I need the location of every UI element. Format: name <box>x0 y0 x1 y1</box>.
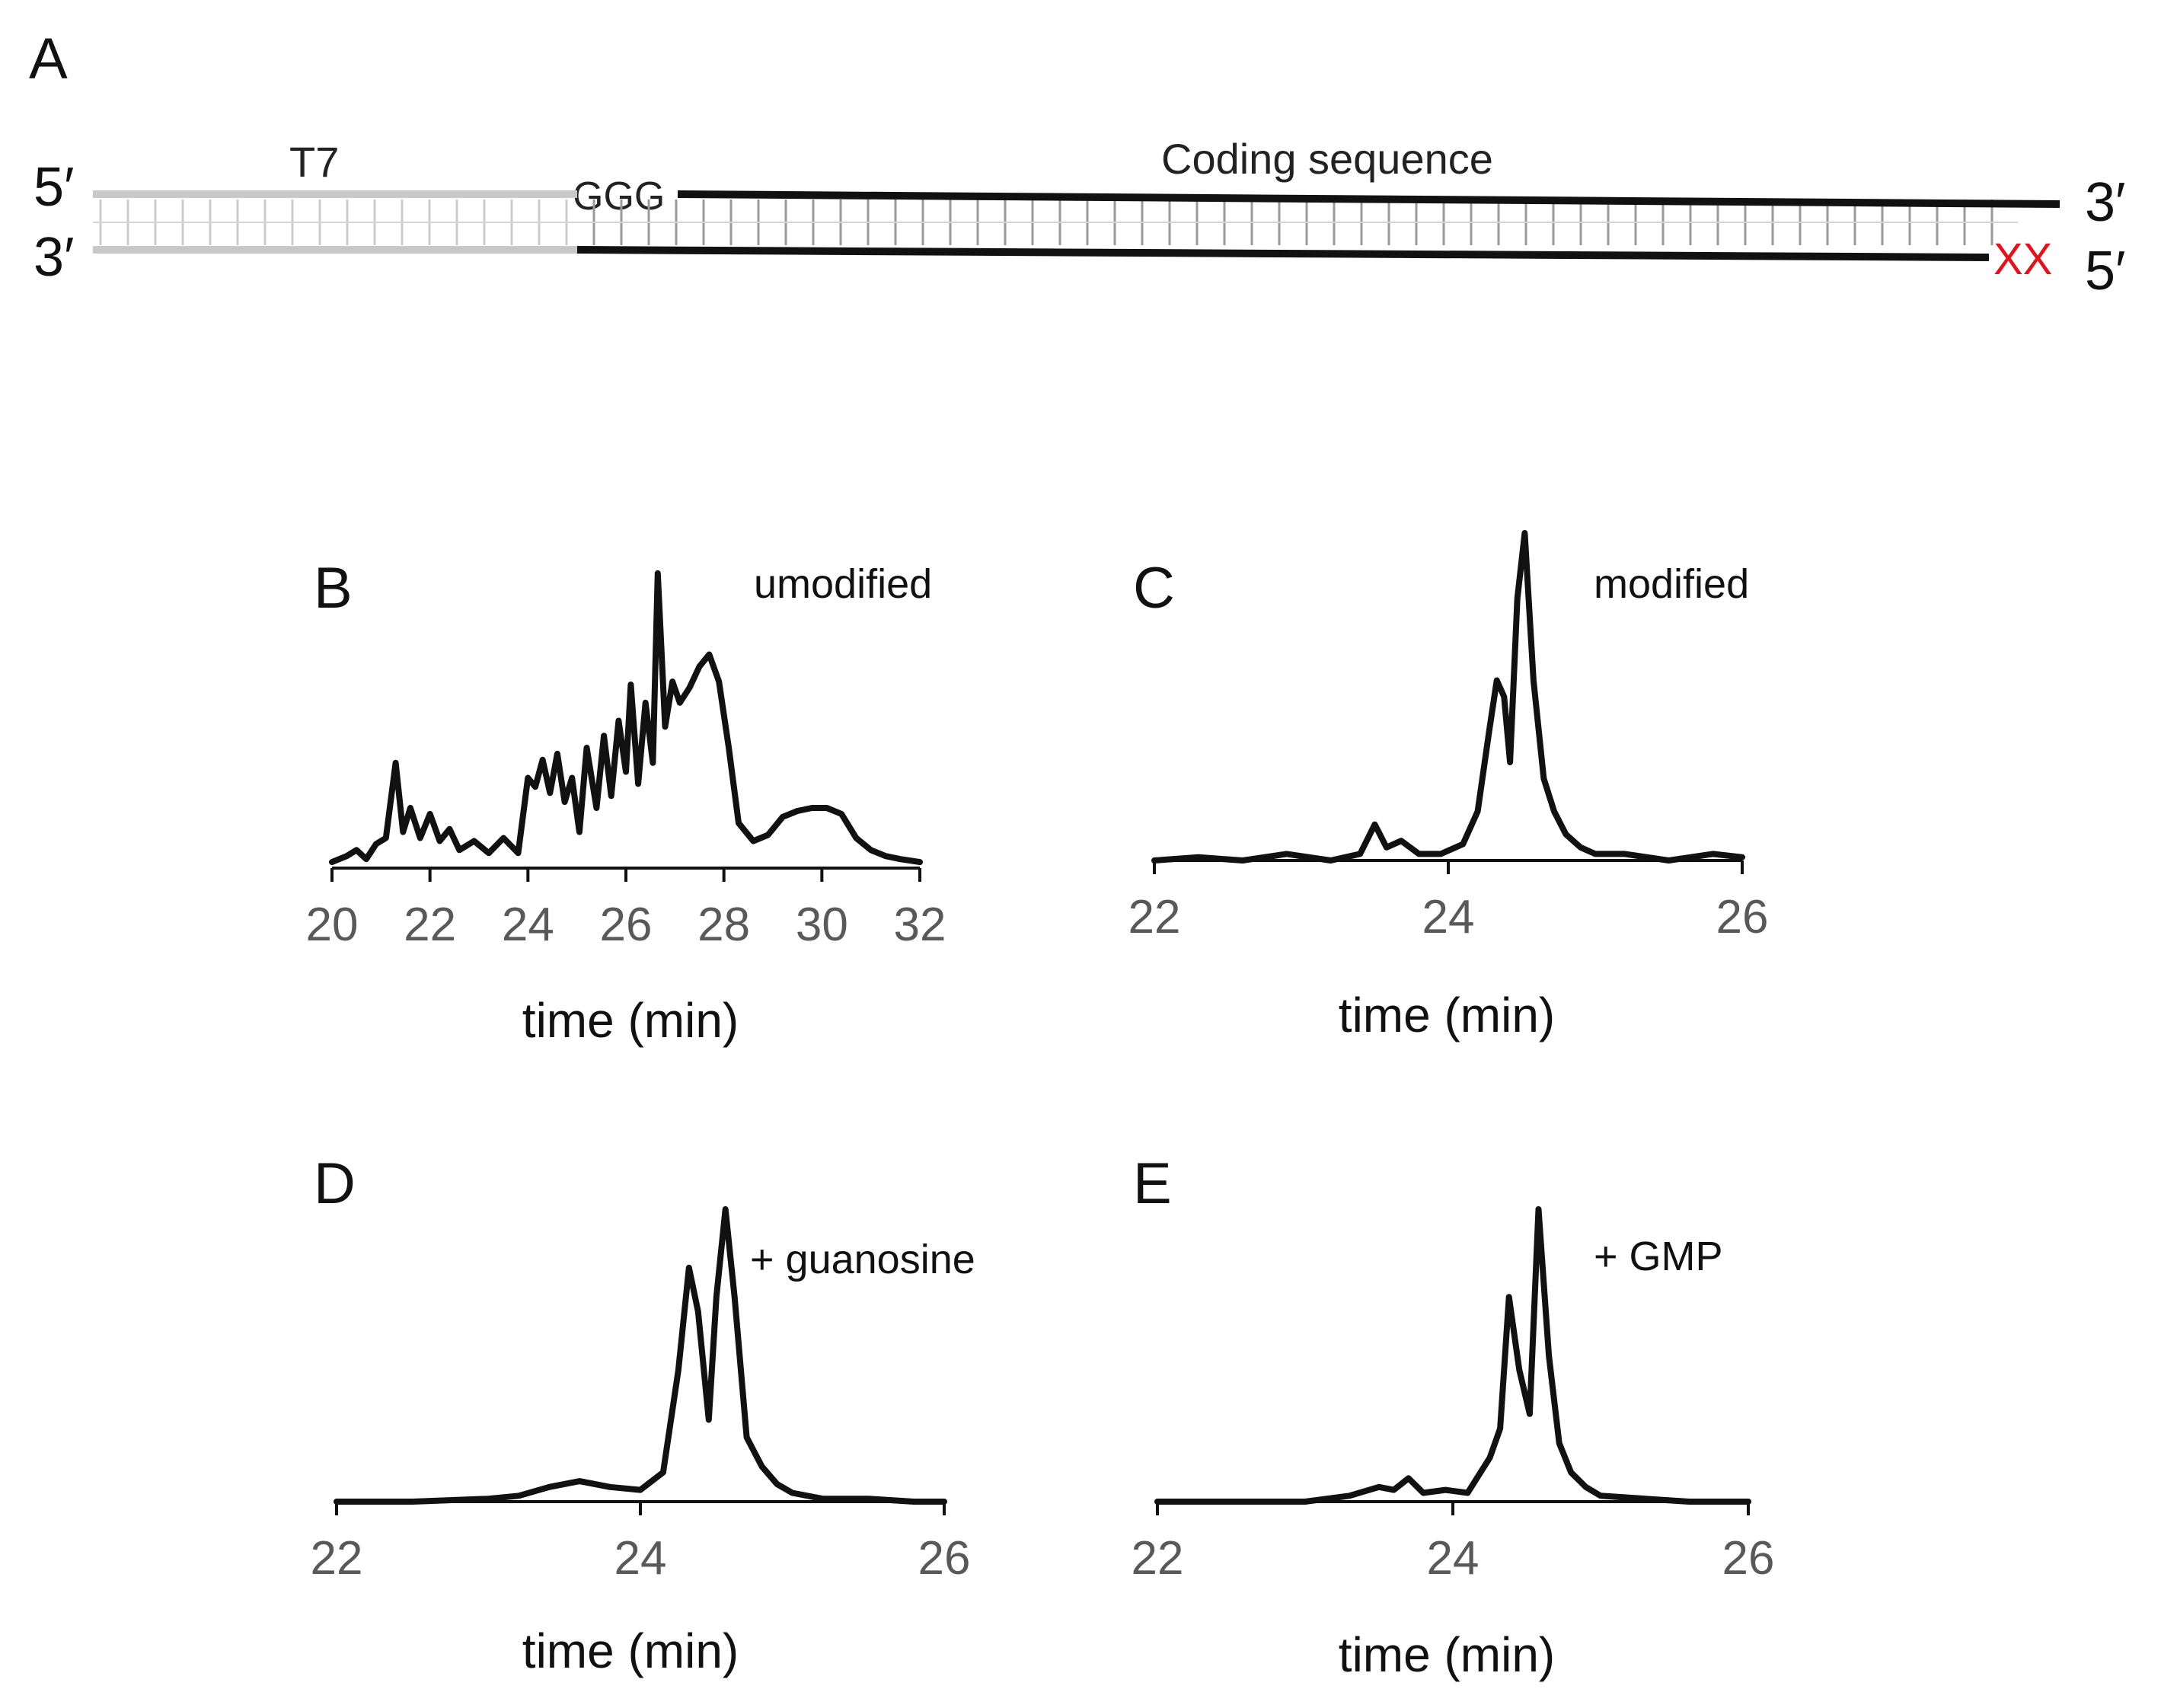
t7-promoter-label: T7 <box>289 138 339 186</box>
chart-panel-b: B umodified time (min) 20 22 24 26 28 30 32 <box>306 556 946 1048</box>
panel-e-x-tick-label: 26 <box>1722 1532 1775 1585</box>
modification-mark: XX <box>1993 235 2052 284</box>
panel-d-chromatogram-trace <box>334 1206 947 1505</box>
panel-d-annotation: + guanosine <box>750 1237 975 1282</box>
chart-panel-c: C modified time (min) 22 24 26 <box>1128 530 1769 1042</box>
top-strand-5-prime-label: 5′ <box>34 157 75 218</box>
panel-b-x-axis-title: time (min) <box>522 993 739 1048</box>
coding-sequence-label: Coding sequence <box>1161 135 1493 183</box>
panel-b-x-tick-label: 26 <box>600 899 653 951</box>
panel-b-annotation: umodified <box>754 561 932 607</box>
panel-b-x-tick-label: 32 <box>894 899 946 951</box>
panel-e-x-tick-label: 24 <box>1427 1532 1480 1585</box>
panel-d-x-tick-label: 26 <box>918 1532 971 1585</box>
bottom-strand-coding <box>576 246 1990 261</box>
panel-b-x-tick-label: 28 <box>697 899 750 951</box>
chart-panel-e: E + GMP time (min) 22 24 26 <box>1132 1151 1775 1682</box>
diagram-panel: A 5′ 3′ 3′ 5′ T7 Coding sequence GGG XX <box>29 27 2126 302</box>
panel-label-e: E <box>1133 1151 1172 1216</box>
panel-b-x-tick-label: 24 <box>502 899 554 951</box>
panel-d-x-tick-label: 22 <box>311 1532 363 1585</box>
bottom-strand-3-prime-label: 3′ <box>34 227 75 288</box>
panel-c-x-tick-label: 24 <box>1422 891 1475 943</box>
panel-label-c: C <box>1133 556 1175 621</box>
panel-d-x-axis-title: time (min) <box>522 1623 739 1678</box>
panel-b-x-tick-label: 30 <box>796 899 848 951</box>
panel-label-a: A <box>29 27 68 91</box>
base-pair-ladder <box>93 200 2018 245</box>
panel-c-x-tick-label: 26 <box>1716 891 1769 943</box>
panel-e-chromatogram-trace <box>1154 1206 1751 1505</box>
panel-e-x-tick-label: 22 <box>1132 1532 1184 1585</box>
ggg-start-label: GGG <box>573 174 665 219</box>
chart-panel-d: D + guanosine time (min) 22 24 26 <box>311 1151 975 1678</box>
panel-label-d: D <box>314 1151 356 1216</box>
panel-b-chromatogram-trace <box>329 570 923 866</box>
panel-label-b: B <box>314 556 353 621</box>
panel-b-x-tick-label: 22 <box>404 899 456 951</box>
panel-d-x-tick-label: 24 <box>614 1532 667 1585</box>
panel-b-x-tick-label: 20 <box>306 899 359 951</box>
top-strand-coding <box>677 190 2060 208</box>
panel-c-x-axis-title: time (min) <box>1339 988 1555 1042</box>
panel-e-x-axis-title: time (min) <box>1339 1627 1555 1682</box>
panel-c-x-tick-label: 22 <box>1128 891 1181 943</box>
panel-c-annotation: modified <box>1594 561 1749 607</box>
bottom-strand-5-prime-label: 5′ <box>2085 241 2126 302</box>
top-strand-3-prime-label: 3′ <box>2085 172 2126 233</box>
panel-e-annotation: + GMP <box>1594 1234 1723 1279</box>
panel-c-chromatogram-trace <box>1151 530 1745 864</box>
